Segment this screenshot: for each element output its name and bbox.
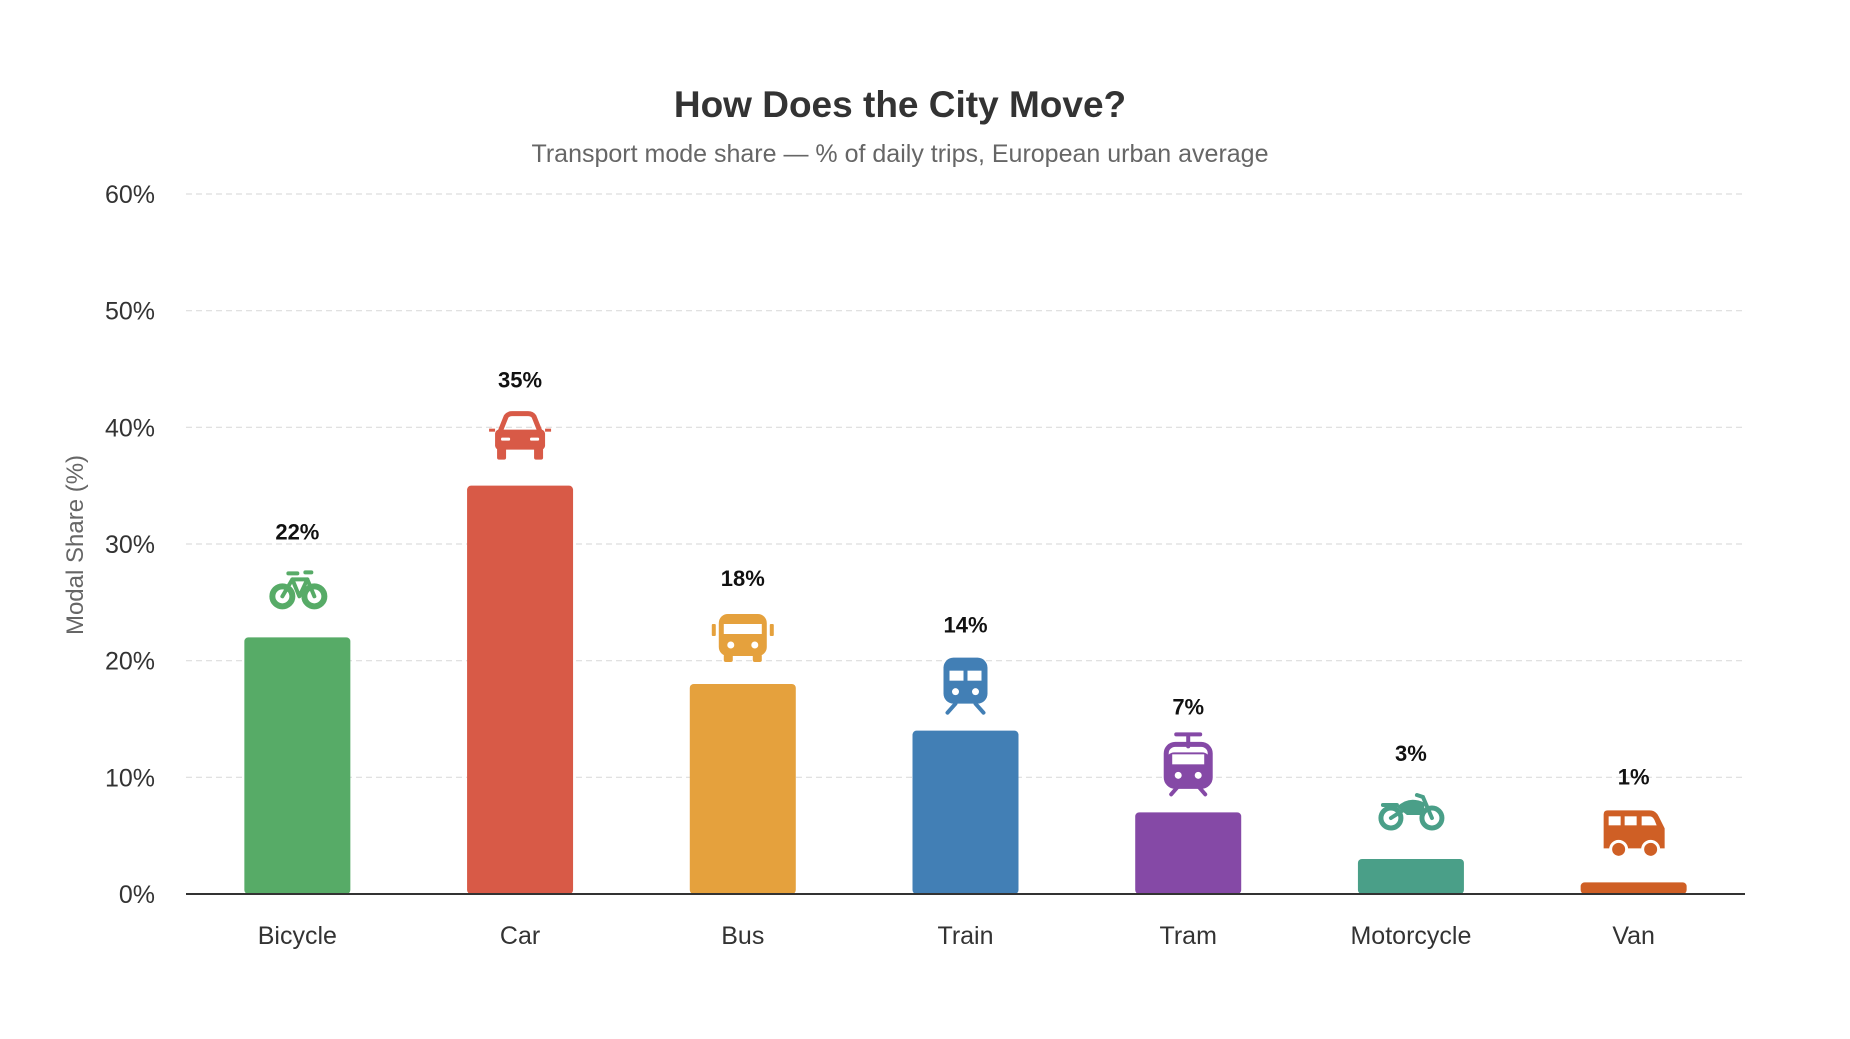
data-label-bus: 18% <box>721 566 765 591</box>
data-label-motorcycle: 3% <box>1395 741 1427 766</box>
y-tick-label: 0% <box>119 881 155 909</box>
bar-motorcycle <box>1357 859 1464 894</box>
x-tick-label-tram: Tram <box>1160 922 1217 950</box>
y-axis-ticks: 0% 10% 20% 30% 40% 50% 60% <box>105 181 155 909</box>
y-axis-title: Modal Share (%) <box>62 455 89 635</box>
y-tick-label: 60% <box>105 181 155 209</box>
chart-title: How Does the City Move? <box>674 84 1126 125</box>
x-tick-label-car: Car <box>500 922 540 950</box>
data-label-train: 14% <box>943 613 987 638</box>
data-labels: 22% 35% 18% 14% 7% 3% 1% <box>275 368 1649 790</box>
data-label-van: 1% <box>1618 764 1650 789</box>
train-icon <box>943 657 988 715</box>
tram-icon <box>1163 732 1213 797</box>
x-tick-label-bus: Bus <box>721 922 764 950</box>
car-icon <box>489 411 552 460</box>
bars <box>244 485 1687 894</box>
x-tick-label-bicycle: Bicycle <box>258 922 337 950</box>
x-tick-label-motorcycle: Motorcycle <box>1350 922 1471 950</box>
x-axis-ticks: Bicycle Car Bus Train Tram Motorcycle Van <box>258 922 1655 950</box>
bar-car <box>467 485 574 894</box>
chart-subtitle: Transport mode share — % of daily trips,… <box>532 140 1269 168</box>
bar-van <box>1580 882 1687 894</box>
bar-bus <box>689 684 796 894</box>
y-tick-label: 40% <box>105 414 155 442</box>
motorcycle-icon <box>1378 793 1445 831</box>
bar-train <box>912 730 1019 894</box>
bar-bicycle <box>244 637 351 894</box>
bicycle-icon <box>269 570 328 610</box>
y-tick-label: 20% <box>105 648 155 676</box>
y-tick-label: 30% <box>105 531 155 559</box>
van-icon <box>1603 810 1665 859</box>
x-tick-label-train: Train <box>937 922 993 950</box>
y-tick-label: 50% <box>105 298 155 326</box>
y-tick-label: 10% <box>105 764 155 792</box>
data-label-tram: 7% <box>1172 694 1204 719</box>
x-tick-label-van: Van <box>1612 922 1655 950</box>
bar-tram <box>1135 812 1242 894</box>
bus-icon <box>711 614 774 662</box>
data-label-car: 35% <box>498 368 542 393</box>
mode-icons <box>269 411 1665 859</box>
data-label-bicycle: 22% <box>275 519 319 544</box>
